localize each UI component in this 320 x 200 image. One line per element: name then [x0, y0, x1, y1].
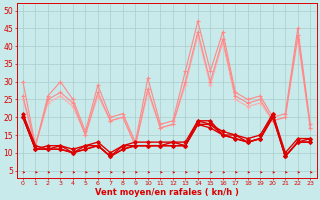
X-axis label: Vent moyen/en rafales ( kn/h ): Vent moyen/en rafales ( kn/h )	[95, 188, 238, 197]
